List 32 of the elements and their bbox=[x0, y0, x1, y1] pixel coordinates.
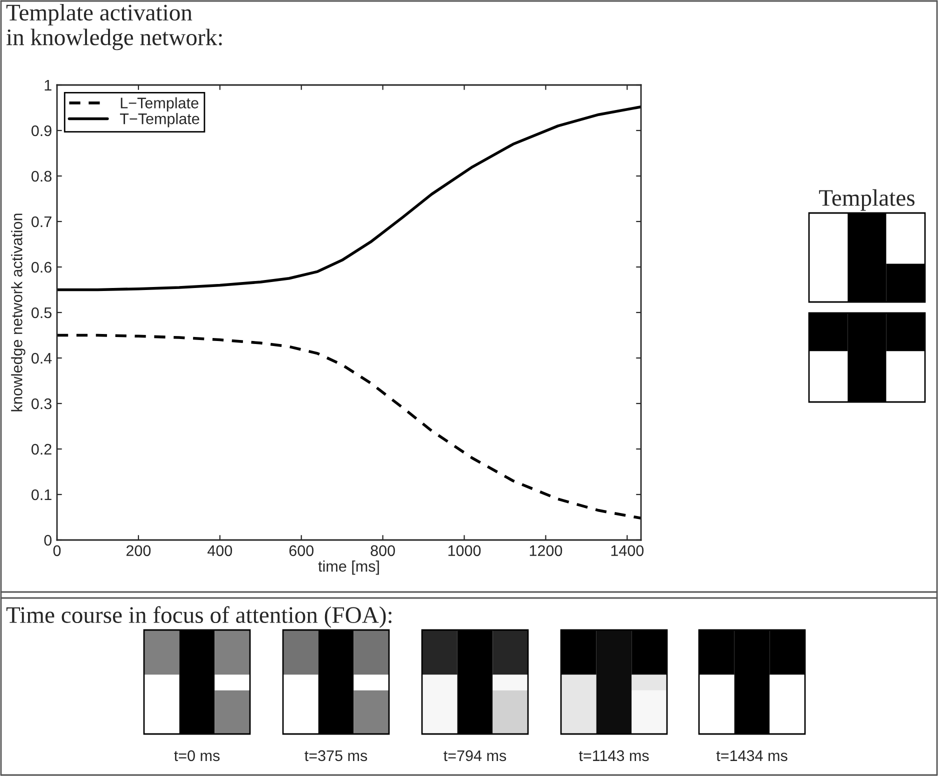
text: t=0 ms bbox=[174, 750, 220, 762]
line-series bbox=[57, 334, 641, 520]
y-tick-label: 0.2 bbox=[32, 444, 52, 455]
x-tick-label: 800 bbox=[370, 545, 395, 556]
y-tick-label: 0.6 bbox=[32, 262, 52, 273]
y-tick-label: 0 bbox=[44, 534, 52, 546]
text: t=794 ms bbox=[444, 750, 506, 762]
chart-title: Template activation in knowledge network: bbox=[6, 4, 222, 50]
y-tick-label: 0.5 bbox=[32, 307, 52, 318]
legend-label: L−Template bbox=[120, 97, 198, 112]
y-tick-label: 0.9 bbox=[32, 125, 52, 136]
x-tick-label: 1400 bbox=[611, 545, 644, 556]
y-tick-label: 0.7 bbox=[32, 216, 52, 228]
y-tick-label: 0.8 bbox=[32, 170, 52, 182]
text: t=1434 ms bbox=[716, 750, 788, 762]
x-tick-label: 600 bbox=[289, 545, 314, 556]
x-tick-label: 400 bbox=[208, 545, 232, 556]
text: t=375 ms bbox=[304, 750, 368, 762]
x-tick-label: 1200 bbox=[530, 545, 562, 556]
y-tick-label: 0.4 bbox=[32, 352, 52, 364]
legend-label: T−Template bbox=[120, 112, 200, 128]
x-tick-label: 1000 bbox=[448, 545, 481, 556]
y-tick-label: 1 bbox=[44, 80, 52, 91]
text: t=1143 ms bbox=[578, 750, 649, 762]
y-tick-label: 0.1 bbox=[32, 489, 52, 500]
text: Templates bbox=[819, 189, 914, 211]
text: Time course in focus of attention (FOA): bbox=[6, 606, 392, 628]
x-tick-label: 200 bbox=[126, 545, 151, 556]
x-tick-label: 0 bbox=[53, 545, 61, 556]
x-axis-title: time [ms] bbox=[318, 560, 379, 575]
y-axis-title: knowledge network activation bbox=[11, 214, 26, 412]
y-tick-label: 0.3 bbox=[32, 398, 52, 410]
